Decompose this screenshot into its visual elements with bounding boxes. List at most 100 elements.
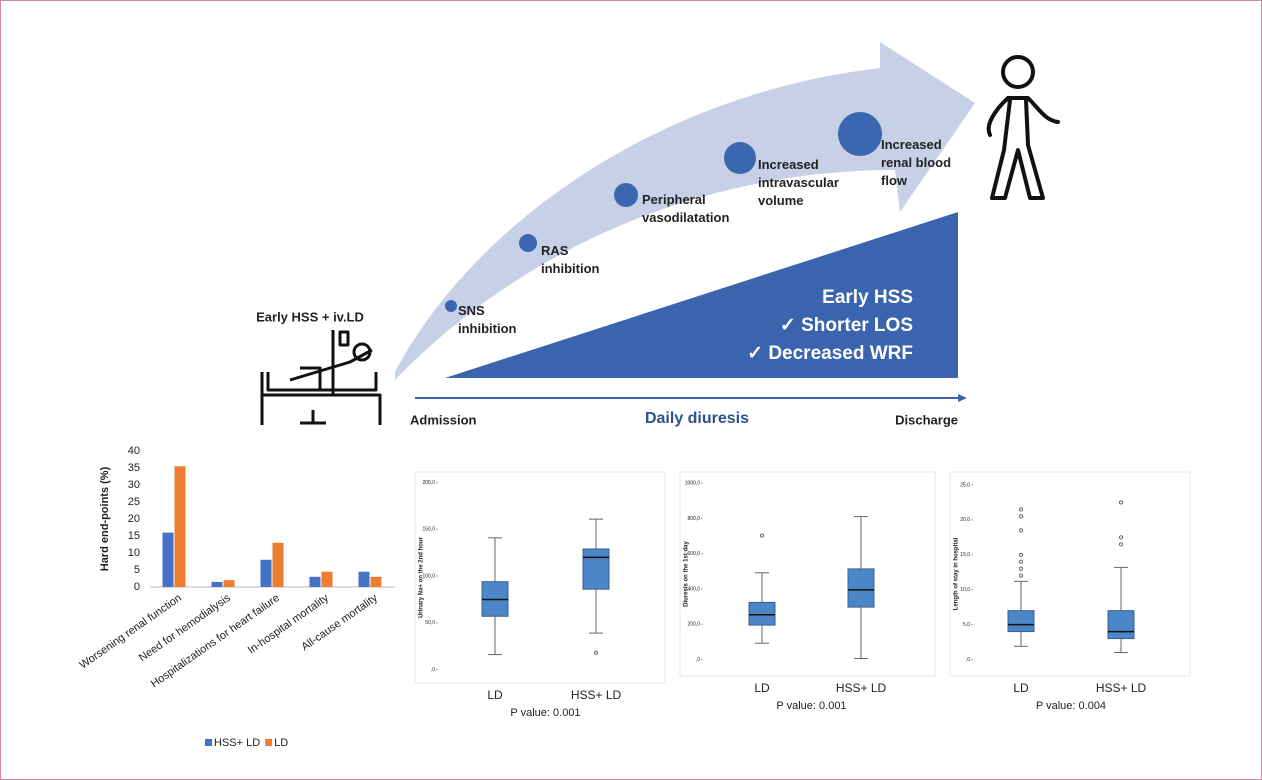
box — [582, 548, 610, 590]
legend-label: LD — [274, 737, 288, 749]
diuresis-wedge — [445, 212, 958, 378]
y-tick-label: 100,0 — [422, 573, 435, 579]
axis-start: Admission — [410, 412, 477, 427]
x-tick-label: LD — [487, 688, 503, 702]
step-label: Increased renal blood flow — [881, 137, 951, 188]
plot-frame — [414, 471, 666, 684]
step-dot — [724, 142, 756, 174]
outlier — [759, 533, 765, 538]
bar — [174, 466, 186, 587]
step-label-line: inhibition — [458, 321, 517, 336]
bar — [223, 580, 235, 587]
progress-arrow — [395, 42, 975, 380]
box — [748, 601, 776, 626]
timeline-head — [958, 394, 967, 402]
y-tick-label: 40 — [128, 445, 140, 457]
y-tick-label: 35 — [128, 462, 140, 474]
outlier — [1018, 573, 1024, 578]
step-label-line: SNS — [458, 303, 485, 318]
y-tick-label: 25 — [128, 496, 140, 508]
bar — [309, 576, 321, 587]
step-label-line: intravascular — [758, 175, 839, 190]
step-dots — [445, 112, 882, 312]
x-tick-label: HSS+ LD — [571, 688, 622, 702]
y-tick-label: ,0 — [431, 667, 435, 673]
bar — [370, 576, 382, 587]
y-axis-label: Diuresis on the 1st day — [684, 540, 690, 606]
step-label-line: renal blood — [881, 155, 951, 170]
plot-frame — [949, 471, 1191, 677]
x-tick-label: HSS+ LD — [836, 681, 887, 695]
x-tick-label: LD — [754, 681, 770, 695]
outlier — [1018, 552, 1024, 557]
y-tick-label: 5 — [134, 564, 140, 576]
step-label-line: flow — [881, 173, 908, 188]
y-tick-label: ,0 — [966, 657, 970, 663]
outlier — [1018, 528, 1024, 533]
outlier — [1018, 514, 1024, 519]
step-label-line: RAS — [541, 243, 569, 258]
caption: P value: 0.001 — [776, 700, 846, 712]
legend-swatch — [265, 739, 273, 746]
outcome-title: Early HSS — [822, 287, 913, 308]
x-tick-label: LD — [1013, 681, 1029, 695]
step-label: RAS inhibition — [541, 243, 600, 276]
step-dot — [445, 300, 457, 312]
bar — [211, 581, 223, 587]
bar — [272, 542, 284, 587]
outlier — [593, 650, 599, 655]
outlier — [1118, 535, 1124, 540]
box — [1107, 610, 1135, 640]
step-label-line: inhibition — [541, 261, 600, 276]
outlier — [1118, 500, 1124, 505]
y-tick-label: 25,0 — [960, 482, 970, 488]
bar — [260, 559, 272, 587]
y-tick-label: 200,0 — [687, 622, 700, 628]
y-tick-label: 15 — [128, 530, 140, 542]
step-label: Peripheral vasodilatation — [642, 192, 729, 225]
walking-person-icon — [986, 55, 1060, 200]
step-dot — [614, 183, 638, 207]
box — [847, 568, 875, 608]
y-tick-label: 10,0 — [960, 587, 970, 593]
y-tick-label: 30 — [128, 479, 140, 491]
y-tick-label: 800,0 — [687, 516, 700, 522]
plot-frame — [679, 471, 936, 677]
y-tick-label: 400,0 — [687, 586, 700, 592]
y-axis-label: Hard end-points (%) — [99, 466, 111, 571]
caption: P value: 0.001 — [510, 707, 580, 719]
step-label: Increased intravascular volume — [758, 157, 839, 208]
step-dot — [519, 234, 537, 252]
step-label-line: Increased — [881, 137, 942, 152]
y-axis-label: Urinary Na+ on the 2nd hour — [419, 536, 425, 618]
legend-label: HSS+ LD — [214, 737, 260, 749]
y-tick-label: 20,0 — [960, 517, 970, 523]
step-dot — [838, 112, 882, 156]
step-label: SNS inhibition — [458, 303, 517, 336]
patient-label: Early HSS + iv.LD — [256, 309, 364, 324]
x-tick-label: HSS+ LD — [1096, 681, 1147, 695]
bar — [321, 571, 333, 587]
y-tick-label: 15,0 — [960, 552, 970, 558]
y-tick-label: 50,0 — [425, 620, 435, 626]
step-label-line: volume — [758, 193, 804, 208]
hospital-bed-icon — [260, 330, 382, 425]
outcome: ✓ Shorter LOS — [780, 315, 913, 336]
step-label-line: Peripheral — [642, 192, 706, 207]
y-tick-label: 600,0 — [687, 551, 700, 557]
outlier — [1018, 507, 1024, 512]
y-tick-label: ,0 — [696, 657, 700, 663]
y-tick-label: 10 — [128, 547, 140, 559]
legend-swatch — [205, 739, 212, 746]
outlier — [1018, 559, 1024, 564]
caption: P value: 0.004 — [1036, 700, 1106, 712]
y-tick-label: 200,0 — [422, 480, 435, 486]
step-label-line: vasodilatation — [642, 210, 729, 225]
outcome: ✓ Decreased WRF — [747, 343, 913, 364]
y-tick-label: 20 — [128, 513, 140, 525]
box — [1007, 610, 1035, 633]
outlier — [1118, 542, 1124, 547]
y-tick-label: 1000,0 — [685, 481, 701, 487]
axis-end: Discharge — [895, 412, 958, 427]
